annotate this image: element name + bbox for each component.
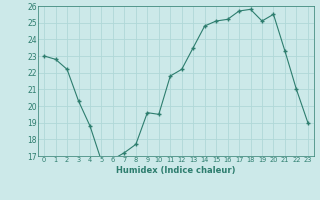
X-axis label: Humidex (Indice chaleur): Humidex (Indice chaleur) [116,166,236,175]
